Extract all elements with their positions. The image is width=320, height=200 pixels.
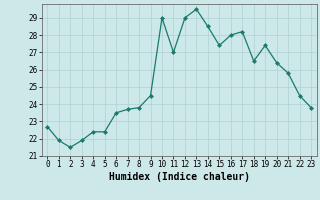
X-axis label: Humidex (Indice chaleur): Humidex (Indice chaleur) [109, 172, 250, 182]
